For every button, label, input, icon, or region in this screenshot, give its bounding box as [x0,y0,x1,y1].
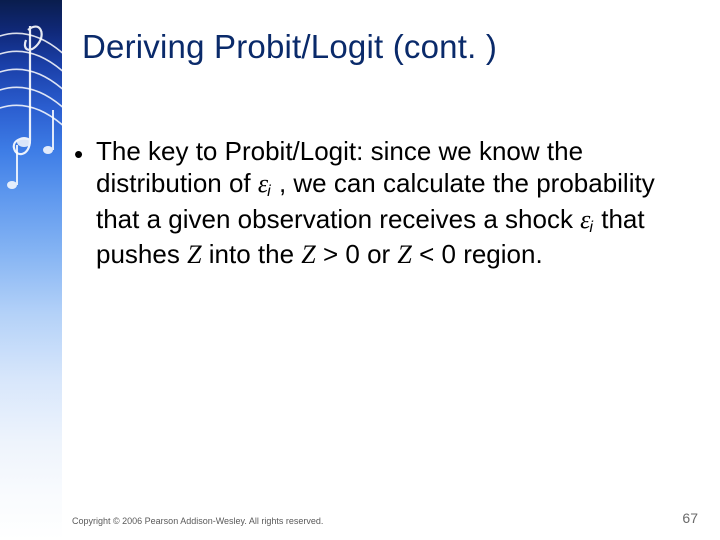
z-symbol-3: Z [397,240,411,269]
slide-body: The key to Probit/Logit: since we know t… [96,136,670,271]
body-part-4: into the [202,239,302,269]
bullet-marker: • [74,139,83,170]
sidebar-decoration [0,0,62,540]
body-part-6: < 0 region. [412,239,543,269]
body-part-5: > 0 or [316,239,398,269]
subscript-2: i [589,218,593,236]
footer-copyright: Copyright © 2006 Pearson Addison-Wesley.… [72,516,323,526]
subscript-1: i [267,182,271,200]
z-symbol-1: Z [187,240,201,269]
slide-container: Deriving Probit/Logit (cont. ) • The key… [0,0,720,540]
slide-title: Deriving Probit/Logit (cont. ) [82,28,690,66]
z-symbol-2: Z [301,240,315,269]
page-number: 67 [682,510,698,526]
music-staff-icon [0,0,62,280]
